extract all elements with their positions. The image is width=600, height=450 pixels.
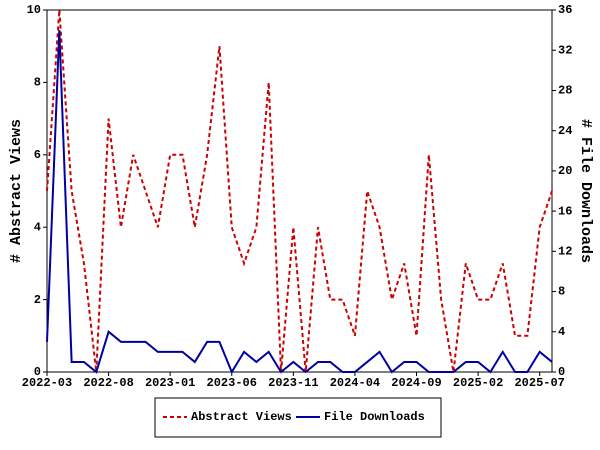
x-tick-label: 2023-11 <box>268 376 318 390</box>
x-tick-label: 2024-09 <box>391 376 441 390</box>
x-tick-label: 2022-03 <box>22 376 72 390</box>
y-tick-label: 2 <box>34 293 41 307</box>
y2-tick-label: 36 <box>558 3 572 17</box>
y2-tick-label: 0 <box>558 365 565 379</box>
y2-axis-label: # File Downloads <box>577 119 594 263</box>
y-tick-label: 6 <box>34 148 41 162</box>
y2-tick-label: 20 <box>558 164 572 178</box>
legend-label: File Downloads <box>324 410 425 424</box>
y2-tick-label: 24 <box>558 124 572 138</box>
x-tick-label: 2025-07 <box>514 376 564 390</box>
plot-frame <box>46 9 553 373</box>
y-tick-label: 0 <box>34 365 41 379</box>
y2-tick-label: 4 <box>558 325 565 339</box>
x-tick-label: 2023-06 <box>207 376 257 390</box>
y2-tick-label: 8 <box>558 285 565 299</box>
x-tick-label: 2022-08 <box>83 376 133 390</box>
y-tick-label: 4 <box>34 220 41 234</box>
x-tick-label: 2023-01 <box>145 376 195 390</box>
y2-tick-label: 12 <box>558 245 572 259</box>
y-axis-label: # Abstract Views <box>8 119 25 263</box>
legend-label: Abstract Views <box>191 410 292 424</box>
y2-tick-label: 28 <box>558 84 572 98</box>
x-tick-label: 2024-04 <box>330 376 380 390</box>
series-line <box>46 30 553 375</box>
y-tick-label: 8 <box>34 76 41 90</box>
y-tick-label: 10 <box>27 3 41 17</box>
x-tick-label: 2025-02 <box>453 376 503 390</box>
y2-tick-label: 16 <box>558 204 572 218</box>
y2-tick-label: 32 <box>558 43 572 57</box>
series-line <box>46 9 553 373</box>
